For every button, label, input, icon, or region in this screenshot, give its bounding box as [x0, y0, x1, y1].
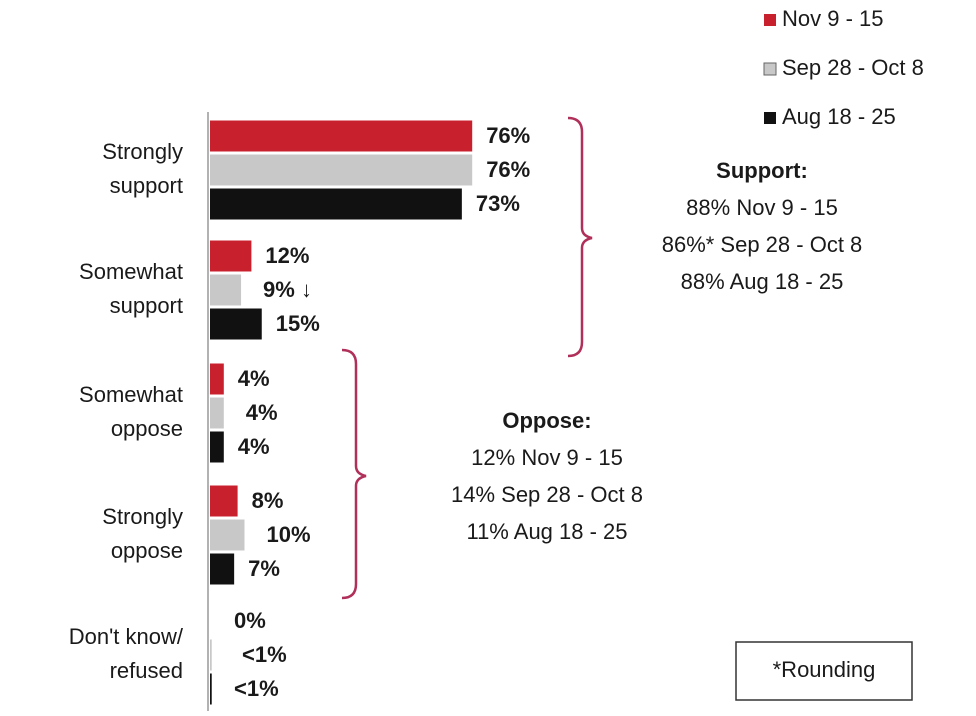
category-label: Somewhat: [79, 382, 183, 407]
oppose-bracket: [341, 348, 367, 600]
support-annotation: Support:: [716, 158, 808, 183]
value-label: 9% ↓: [263, 277, 312, 302]
bar: [210, 120, 473, 152]
oppose-annotation: 14% Sep 28 - Oct 8: [451, 482, 643, 507]
value-label: 15%: [276, 311, 320, 336]
bar: [210, 274, 242, 306]
legend-swatch: [764, 14, 776, 26]
note: *Rounding: [773, 657, 876, 682]
legend-label: Aug 18 - 25: [782, 104, 896, 129]
bar: [210, 519, 245, 551]
legend-swatch: [764, 112, 776, 124]
bar: [210, 154, 473, 186]
value-label: 4%: [238, 434, 270, 459]
legend-swatch: [763, 62, 777, 76]
support-annotation: 86%* Sep 28 - Oct 8: [662, 232, 863, 257]
value-label: 7%: [248, 556, 280, 581]
bar: [210, 431, 224, 463]
value-label: 0%: [234, 608, 266, 633]
oppose-annotation: 11% Aug 18 - 25: [466, 519, 627, 544]
legend-label: Nov 9 - 15: [782, 6, 884, 31]
value-label: 4%: [238, 366, 270, 391]
category-label: support: [110, 293, 183, 318]
value-label: 76%: [486, 157, 530, 182]
value-label: 12%: [265, 243, 309, 268]
bar: [210, 308, 262, 340]
support-annotation: 88% Nov 9 - 15: [686, 195, 838, 220]
oppose-annotation: Oppose:: [502, 408, 591, 433]
support-annotation: 88% Aug 18 - 25: [681, 269, 844, 294]
category-label: support: [110, 173, 183, 198]
value-label: 73%: [476, 191, 520, 216]
category-label: Don't know/: [69, 624, 184, 649]
category-label: oppose: [111, 538, 183, 563]
value-label: 76%: [486, 123, 530, 148]
note-box: [735, 641, 913, 701]
category-label: Strongly: [102, 139, 183, 164]
value-label: 4%: [246, 400, 278, 425]
value-label: 10%: [267, 522, 311, 547]
value-label: <1%: [234, 676, 279, 701]
bar: [210, 240, 252, 272]
bar: [210, 485, 238, 517]
bar: [210, 188, 462, 220]
bar: [210, 553, 235, 585]
bar: [210, 639, 212, 671]
legend-label: Sep 28 - Oct 8: [782, 55, 924, 80]
category-label: refused: [110, 658, 183, 683]
value-label: <1%: [242, 642, 287, 667]
oppose-annotation: 12% Nov 9 - 15: [471, 445, 623, 470]
category-label: Somewhat: [79, 259, 183, 284]
bar: [210, 397, 224, 429]
value-label: 8%: [252, 488, 284, 513]
category-label: Strongly: [102, 504, 183, 529]
category-label: oppose: [111, 416, 183, 441]
bar: [210, 673, 212, 705]
bar: [210, 363, 224, 395]
support-bracket: [567, 116, 593, 358]
